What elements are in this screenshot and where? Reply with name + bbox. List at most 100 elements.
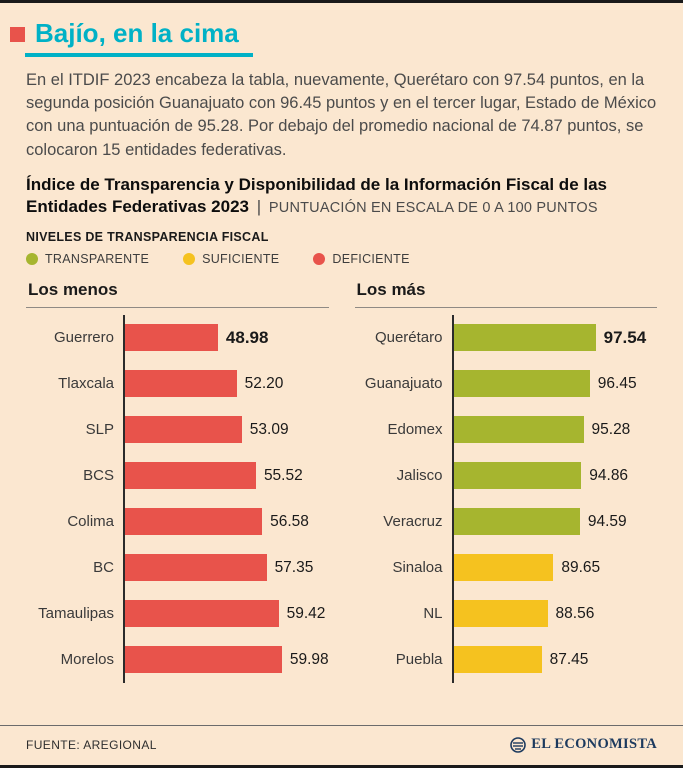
legend-title: NIVELES DE TRANSPARENCIA FISCAL <box>26 229 269 244</box>
bar-track: 94.86 <box>451 452 658 499</box>
bar <box>453 508 580 536</box>
footer: FUENTE: AREGIONAL EL ECONOMISTA <box>0 725 683 765</box>
legend-label: TRANSPARENTE <box>45 251 150 266</box>
bar-label: BCS <box>83 467 114 485</box>
legend-item-deficiente: DEFICIENTE <box>313 252 409 266</box>
title-row: Bajío, en la cima <box>10 19 657 57</box>
bar-row: NL 88.56 <box>355 590 658 637</box>
bar <box>453 324 596 352</box>
bar <box>453 370 590 398</box>
chart-los-mas: Los más Querétaro 97.54 Guanajuato 96.45 Edo… <box>354 278 658 683</box>
bar-rows: Guerrero 48.98 Tlaxcala 52.20 SLP 53.09 BCS 55.… <box>26 314 329 683</box>
bar-track: 52.20 <box>123 360 329 407</box>
page-title: Bajío, en la cima <box>25 19 253 57</box>
legend-items: TRANSPARENTE SUFICIENTE DEFICIENTE <box>26 252 657 266</box>
el-economista-brand: EL ECONOMISTA <box>510 736 657 753</box>
bar-track: 96.45 <box>451 360 658 407</box>
bar-row: Colima 56.58 <box>26 498 329 545</box>
red-dot-icon <box>313 252 326 265</box>
bar-label: Tlaxcala <box>58 375 114 393</box>
bar-row: Puebla 87.45 <box>355 636 658 683</box>
bar-value: 87.45 <box>549 650 589 668</box>
bar-track: 94.59 <box>451 498 658 545</box>
legend-label: DEFICIENTE <box>332 251 410 266</box>
bar-track: 56.58 <box>123 498 329 545</box>
bar-value: 96.45 <box>597 374 637 392</box>
bar-label: Puebla <box>395 651 443 669</box>
brand-text: EL ECONOMISTA <box>531 736 657 752</box>
bar-label: Colima <box>67 513 114 531</box>
chart-title: Los más <box>354 278 657 308</box>
legend-label: SUFICIENTE <box>202 251 280 266</box>
subtitle-note: PUNTUACIÓN EN ESCALA DE 0 A 100 PUNTOS <box>268 200 598 217</box>
bar-track: 53.09 <box>123 406 329 453</box>
bar-track: 59.42 <box>123 590 329 637</box>
bar-row: SLP 53.09 <box>26 406 329 453</box>
chart-los-menos: Los menos Guerrero 48.98 Tlaxcala 52.20 SLP 5… <box>26 278 329 683</box>
bar-label: Jalisco <box>396 467 443 485</box>
bar-value: 94.59 <box>587 512 627 530</box>
bar-row: Tlaxcala 52.20 <box>26 360 329 407</box>
bar-value: 57.35 <box>274 558 314 576</box>
bar-rows: Querétaro 97.54 Guanajuato 96.45 Edomex 95.28… <box>355 314 658 683</box>
intro-paragraph: En el ITDIF 2023 encabeza la tabla, nuev… <box>26 70 657 159</box>
bar-value: 89.65 <box>561 558 601 576</box>
bar-value: 48.98 <box>225 327 269 347</box>
bar-row: Querétaro 97.54 <box>355 314 658 361</box>
bar-track: 55.52 <box>123 452 329 499</box>
charts-container: Los menos Guerrero 48.98 Tlaxcala 52.20 SLP 5… <box>26 278 657 683</box>
bar <box>125 646 282 674</box>
bar-row: Guerrero 48.98 <box>26 314 329 361</box>
bar <box>125 600 279 628</box>
bar-row: BC 57.35 <box>26 544 329 591</box>
bar-track: 57.35 <box>123 544 329 591</box>
legend-item-suficiente: SUFICIENTE <box>183 252 279 266</box>
bar <box>453 646 542 674</box>
bar-value: 59.42 <box>286 604 326 622</box>
bar-value: 56.58 <box>270 512 309 530</box>
subtitle-separator: | <box>256 197 262 217</box>
bar-label: BC <box>93 559 114 577</box>
bar-label: Querétaro <box>374 329 443 347</box>
bar-value: 55.52 <box>263 466 303 484</box>
bar <box>125 554 267 582</box>
bar <box>125 508 263 536</box>
bar-row: Morelos 59.98 <box>26 636 329 683</box>
bar-row: Tamaulipas 59.42 <box>26 590 329 637</box>
legend: NIVELES DE TRANSPARENCIA FISCAL TRANSPAR… <box>26 230 657 266</box>
bar-label: Edomex <box>387 421 443 439</box>
bar <box>125 416 242 444</box>
yellow-dot-icon <box>183 252 196 265</box>
red-square-bullet <box>10 27 25 42</box>
bar-label: Tamaulipas <box>38 605 114 623</box>
bar-value: 52.20 <box>244 374 284 392</box>
bar-track: 48.98 <box>123 314 329 361</box>
bar-label: SLP <box>85 421 114 439</box>
bar-track: 95.28 <box>451 406 658 453</box>
subtitle-bold-text: Índice de Transparencia y Disponibilidad… <box>26 175 608 217</box>
bar <box>125 462 256 490</box>
bar <box>453 462 582 490</box>
bar-label: Sinaloa <box>392 559 443 577</box>
bar <box>125 370 237 398</box>
green-dot-icon <box>26 252 38 265</box>
bar-row: Jalisco 94.86 <box>355 452 658 499</box>
bar-row: BCS 55.52 <box>26 452 329 499</box>
chart-subtitle: Índice de Transparencia y Disponibilidad… <box>26 174 657 218</box>
bar-label: NL <box>423 605 443 623</box>
bar-track: 87.45 <box>451 636 658 683</box>
bar-value: 53.09 <box>249 420 289 438</box>
bar-value: 95.28 <box>591 420 631 438</box>
bar <box>453 416 584 444</box>
bar-value: 59.98 <box>289 650 329 668</box>
bar-label: Morelos <box>60 651 114 669</box>
bar-label: Guerrero <box>53 329 114 347</box>
bar <box>453 554 554 582</box>
bar-value: 97.54 <box>603 327 647 347</box>
bar-label: Veracruz <box>383 513 443 531</box>
bar-value: 94.86 <box>589 466 629 484</box>
bar-value: 88.56 <box>555 604 595 622</box>
bar-label: Guanajuato <box>364 375 443 393</box>
chart-title: Los menos <box>26 278 329 308</box>
el-economista-logo-icon <box>510 736 527 753</box>
